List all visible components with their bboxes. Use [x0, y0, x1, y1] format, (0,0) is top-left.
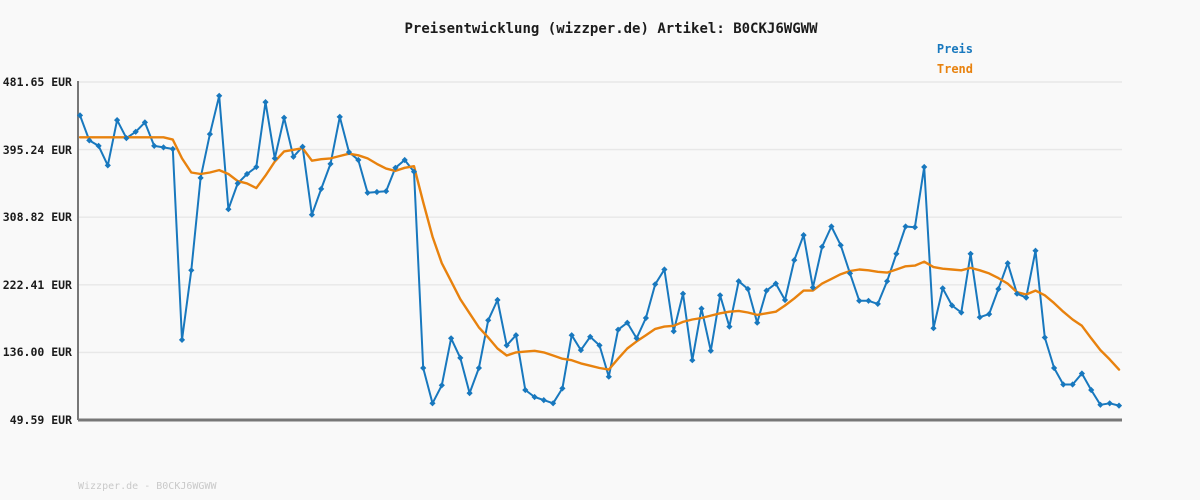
- price-line: [79, 94, 1120, 407]
- trend-line: [78, 136, 1121, 371]
- y-axis-tick-label: 136.00 EUR: [2, 345, 72, 360]
- y-axis-tick-label: 395.24 EUR: [2, 142, 72, 157]
- legend-item-preis: Preis: [936, 42, 973, 56]
- y-axis-tick-label: 222.41 EUR: [2, 277, 72, 292]
- legend: Preis Trend: [937, 39, 973, 79]
- y-axis-tick-label: 49.59 EUR: [9, 413, 72, 427]
- watermark-text: Wizzper.de - B0CKJ6WGWW: [78, 481, 217, 492]
- price-markers: [76, 92, 1123, 409]
- legend-item-trend: Trend: [936, 62, 973, 76]
- y-axis-tick-label: 308.82 EUR: [2, 210, 72, 225]
- y-axis-tick-label: 481.65 EUR: [2, 75, 72, 89]
- chart-title: Preisentwicklung (wizzper.de) Artikel: B…: [404, 21, 818, 37]
